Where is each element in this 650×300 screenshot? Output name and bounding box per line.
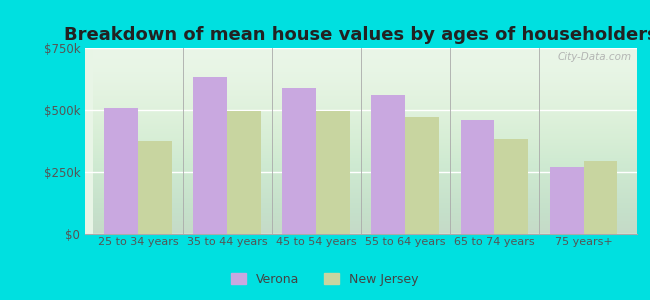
Bar [584,161,618,234]
Bar [371,95,406,234]
Text: City-Data.com: City-Data.com [557,52,632,62]
Bar [495,139,528,234]
Bar [282,88,316,234]
Bar [193,76,227,234]
Bar [104,107,138,234]
Bar [406,117,439,234]
Bar [550,167,584,234]
Bar [316,111,350,234]
Bar [138,141,172,234]
Legend: Verona, New Jersey: Verona, New Jersey [226,268,424,291]
Bar [461,120,495,234]
Title: Breakdown of mean house values by ages of householders: Breakdown of mean house values by ages o… [64,26,650,44]
Bar [227,111,261,234]
